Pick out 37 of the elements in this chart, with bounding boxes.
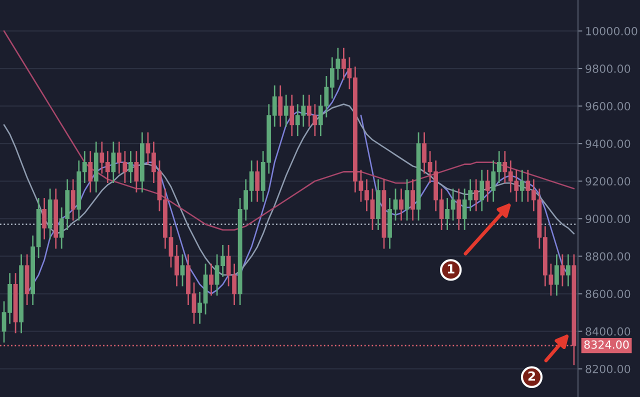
y-tick-label: 9800.00 (586, 64, 630, 73)
candlestick (111, 141, 116, 184)
y-tick-label: 9200.00 (586, 177, 630, 186)
candlestick (42, 197, 47, 240)
candlestick (88, 150, 93, 194)
ref-line-label: 8324.00 (584, 340, 629, 349)
candlestick (480, 169, 484, 212)
candlestick (554, 254, 559, 296)
candlestick (560, 254, 565, 287)
y-tick-label: 8800.00 (586, 252, 630, 261)
y-tick-label: 9000.00 (586, 214, 630, 224)
y-tick-label: 8400.00 (586, 327, 630, 336)
annotation: 2 (528, 371, 536, 381)
candlestick (290, 94, 294, 137)
candlestick (399, 188, 404, 222)
y-tick-label: 8200.00 (586, 364, 630, 374)
line-series (3, 30, 575, 231)
annotation: 1 (448, 264, 454, 274)
y-tick-label: 9600.00 (586, 102, 630, 110)
candlestick (474, 178, 478, 212)
candlestick (410, 178, 415, 222)
candlestick (278, 84, 283, 128)
candlestick (404, 178, 410, 222)
candlestick (520, 169, 524, 202)
candlestick (70, 178, 76, 222)
y-tick-label: 8600.00 (586, 290, 630, 298)
y-tick-label: 10000.00 (586, 26, 638, 36)
candlestick (255, 160, 260, 202)
y-tick-label: 9400.00 (586, 140, 630, 148)
candlestick (180, 254, 185, 287)
candlestick (134, 150, 139, 194)
candlestick (456, 188, 462, 231)
candlestick (566, 254, 570, 287)
candlestick (209, 263, 214, 296)
candlestick (128, 150, 133, 184)
candlestick (284, 94, 288, 128)
candlestick (485, 169, 490, 202)
